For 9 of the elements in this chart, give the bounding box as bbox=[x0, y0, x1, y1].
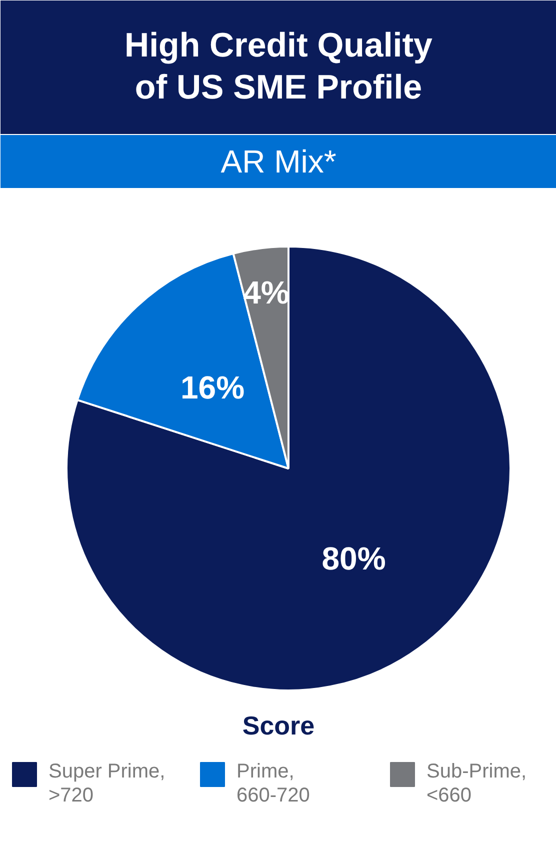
legend-label: Super Prime, >720 bbox=[48, 760, 166, 807]
data-label: 16% bbox=[180, 370, 245, 406]
legend-label: Sub-Prime, <660 bbox=[426, 760, 527, 807]
legend-title: Score bbox=[242, 710, 315, 740]
chart-title: High Credit Quality of US SME Profile bbox=[124, 26, 433, 106]
data-label: 80% bbox=[322, 540, 386, 576]
legend-label: Prime, 660-720 bbox=[236, 760, 310, 807]
chart-subtitle: AR Mix* bbox=[220, 144, 336, 180]
data-label: 4% bbox=[243, 274, 290, 310]
